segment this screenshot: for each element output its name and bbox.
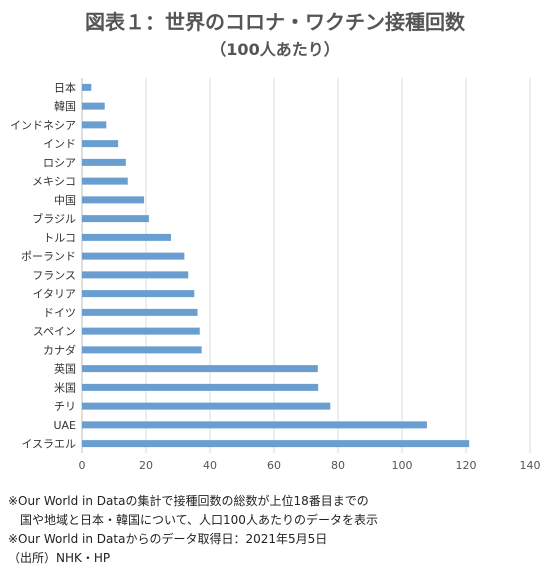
source-note: （出所）NHK・HP [8,551,111,565]
category-label: 中国 [54,194,76,207]
category-label: スペイン [33,325,76,338]
chart-subtitle: （100人あたり） [210,40,340,59]
category-label: UAE [53,419,76,432]
category-label: 英国 [54,362,76,376]
category-label: ポーランド [21,250,76,263]
bar [82,215,149,223]
bar-chart: 日本韓国インドネシアインドロシアメキシコ中国ブラジルトルコポーランドフランスイタ… [10,78,541,472]
x-tick-label: 40 [203,459,217,472]
bar [82,440,470,448]
footnotes: ※Our World in Dataの集計で接種回数の総数が上位18番目までの … [8,492,548,568]
bar [82,140,119,148]
chart-title: 図表１：世界のコロナ・ワクチン接種回数 [85,10,465,34]
bar [82,365,318,373]
bar [82,346,202,354]
x-tick-label: 100 [392,459,413,472]
bar [82,102,105,110]
category-label: ドイツ [43,306,76,319]
category-label: 韓国 [54,100,76,113]
bar [82,177,128,185]
category-label: イタリア [32,288,76,301]
x-tick-label: 140 [520,459,541,472]
bar [82,233,171,241]
category-label: ブラジル [32,212,76,226]
x-tick-label: 60 [267,459,281,472]
bar [82,383,319,391]
bar [82,252,185,260]
category-labels: 日本韓国インドネシアインドロシアメキシコ中国ブラジルトルコポーランドフランスイタ… [10,80,76,450]
category-label: メキシコ [32,175,76,188]
bar [82,83,92,91]
grid-lines [81,78,531,453]
bar [82,271,189,279]
bar [82,158,126,166]
category-label: トルコ [43,231,76,244]
category-label: インドネシア [10,119,76,132]
footnote-2: 国や地域と日本・韓国について、人口100人あたりのデータを表示 [20,513,378,527]
bar [82,421,427,429]
bars [82,83,470,448]
category-label: イスラエル [21,438,76,451]
category-label: ロシア [43,156,76,169]
x-tick-label: 20 [139,459,153,472]
bar [82,196,145,204]
category-label: インド [43,138,76,151]
x-tick-label: 120 [456,459,477,472]
bar [82,402,331,410]
footnote-3: ※Our World in Dataからのデータ取得日：2021年5月5日 [8,532,328,546]
x-tick-label: 80 [331,459,345,472]
bar [82,290,195,298]
bar [82,308,198,316]
footnote-1: ※Our World in Dataの集計で接種回数の総数が上位18番目までの [8,494,369,508]
category-label: フランス [32,269,76,282]
category-label: 米国 [54,381,76,394]
bar [82,121,107,129]
x-tick-label: 0 [79,459,86,472]
bar [82,327,200,335]
category-label: チリ [54,400,76,413]
category-label: 日本 [54,80,76,94]
category-label: カナダ [43,343,76,357]
x-axis-ticks: 0 20 40 60 80 100 120 140 [79,459,541,472]
